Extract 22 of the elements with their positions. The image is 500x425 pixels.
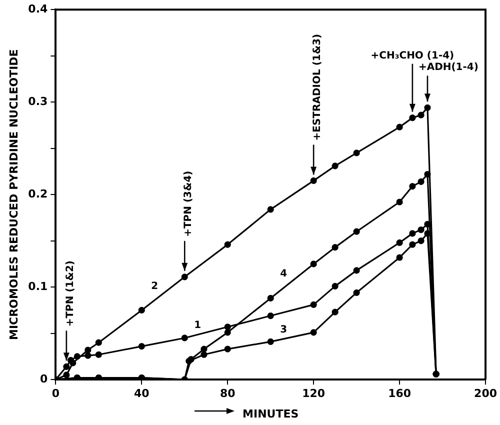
series-label: 2: [151, 281, 158, 292]
series-label: 4: [280, 268, 288, 280]
x-tick-label: 120: [302, 387, 326, 400]
y-tick-label: 0: [40, 372, 48, 386]
series-label: 1: [194, 320, 202, 332]
annotation: +ESTRADIOL (1&3): [312, 34, 324, 141]
annotation: +ADH(1-4): [418, 62, 478, 74]
annotation: +TPN (1&2): [65, 260, 76, 327]
x-tick-label: 160: [388, 387, 412, 400]
y-tick-label: 0.2: [28, 187, 48, 200]
y-tick-label: 0.1: [28, 280, 48, 293]
annotation: +CH₃CHO (1-4): [370, 50, 454, 62]
x-tick-label: 0: [52, 387, 60, 400]
series-label: 3: [280, 324, 288, 336]
y-tick-label: 0.3: [28, 94, 48, 108]
annotation: +TPN (3&4): [183, 170, 194, 237]
x-tick-label: 80: [220, 387, 236, 400]
y-tick-label: 0.4: [28, 2, 48, 16]
x-tick-label: 200: [474, 387, 498, 400]
x-axis-title: MINUTES: [242, 407, 299, 420]
y-axis-title: MICROMOLES REDUCED PYRIDINE NUCLEOTIDE: [7, 49, 20, 340]
x-tick-label: 40: [134, 387, 150, 400]
